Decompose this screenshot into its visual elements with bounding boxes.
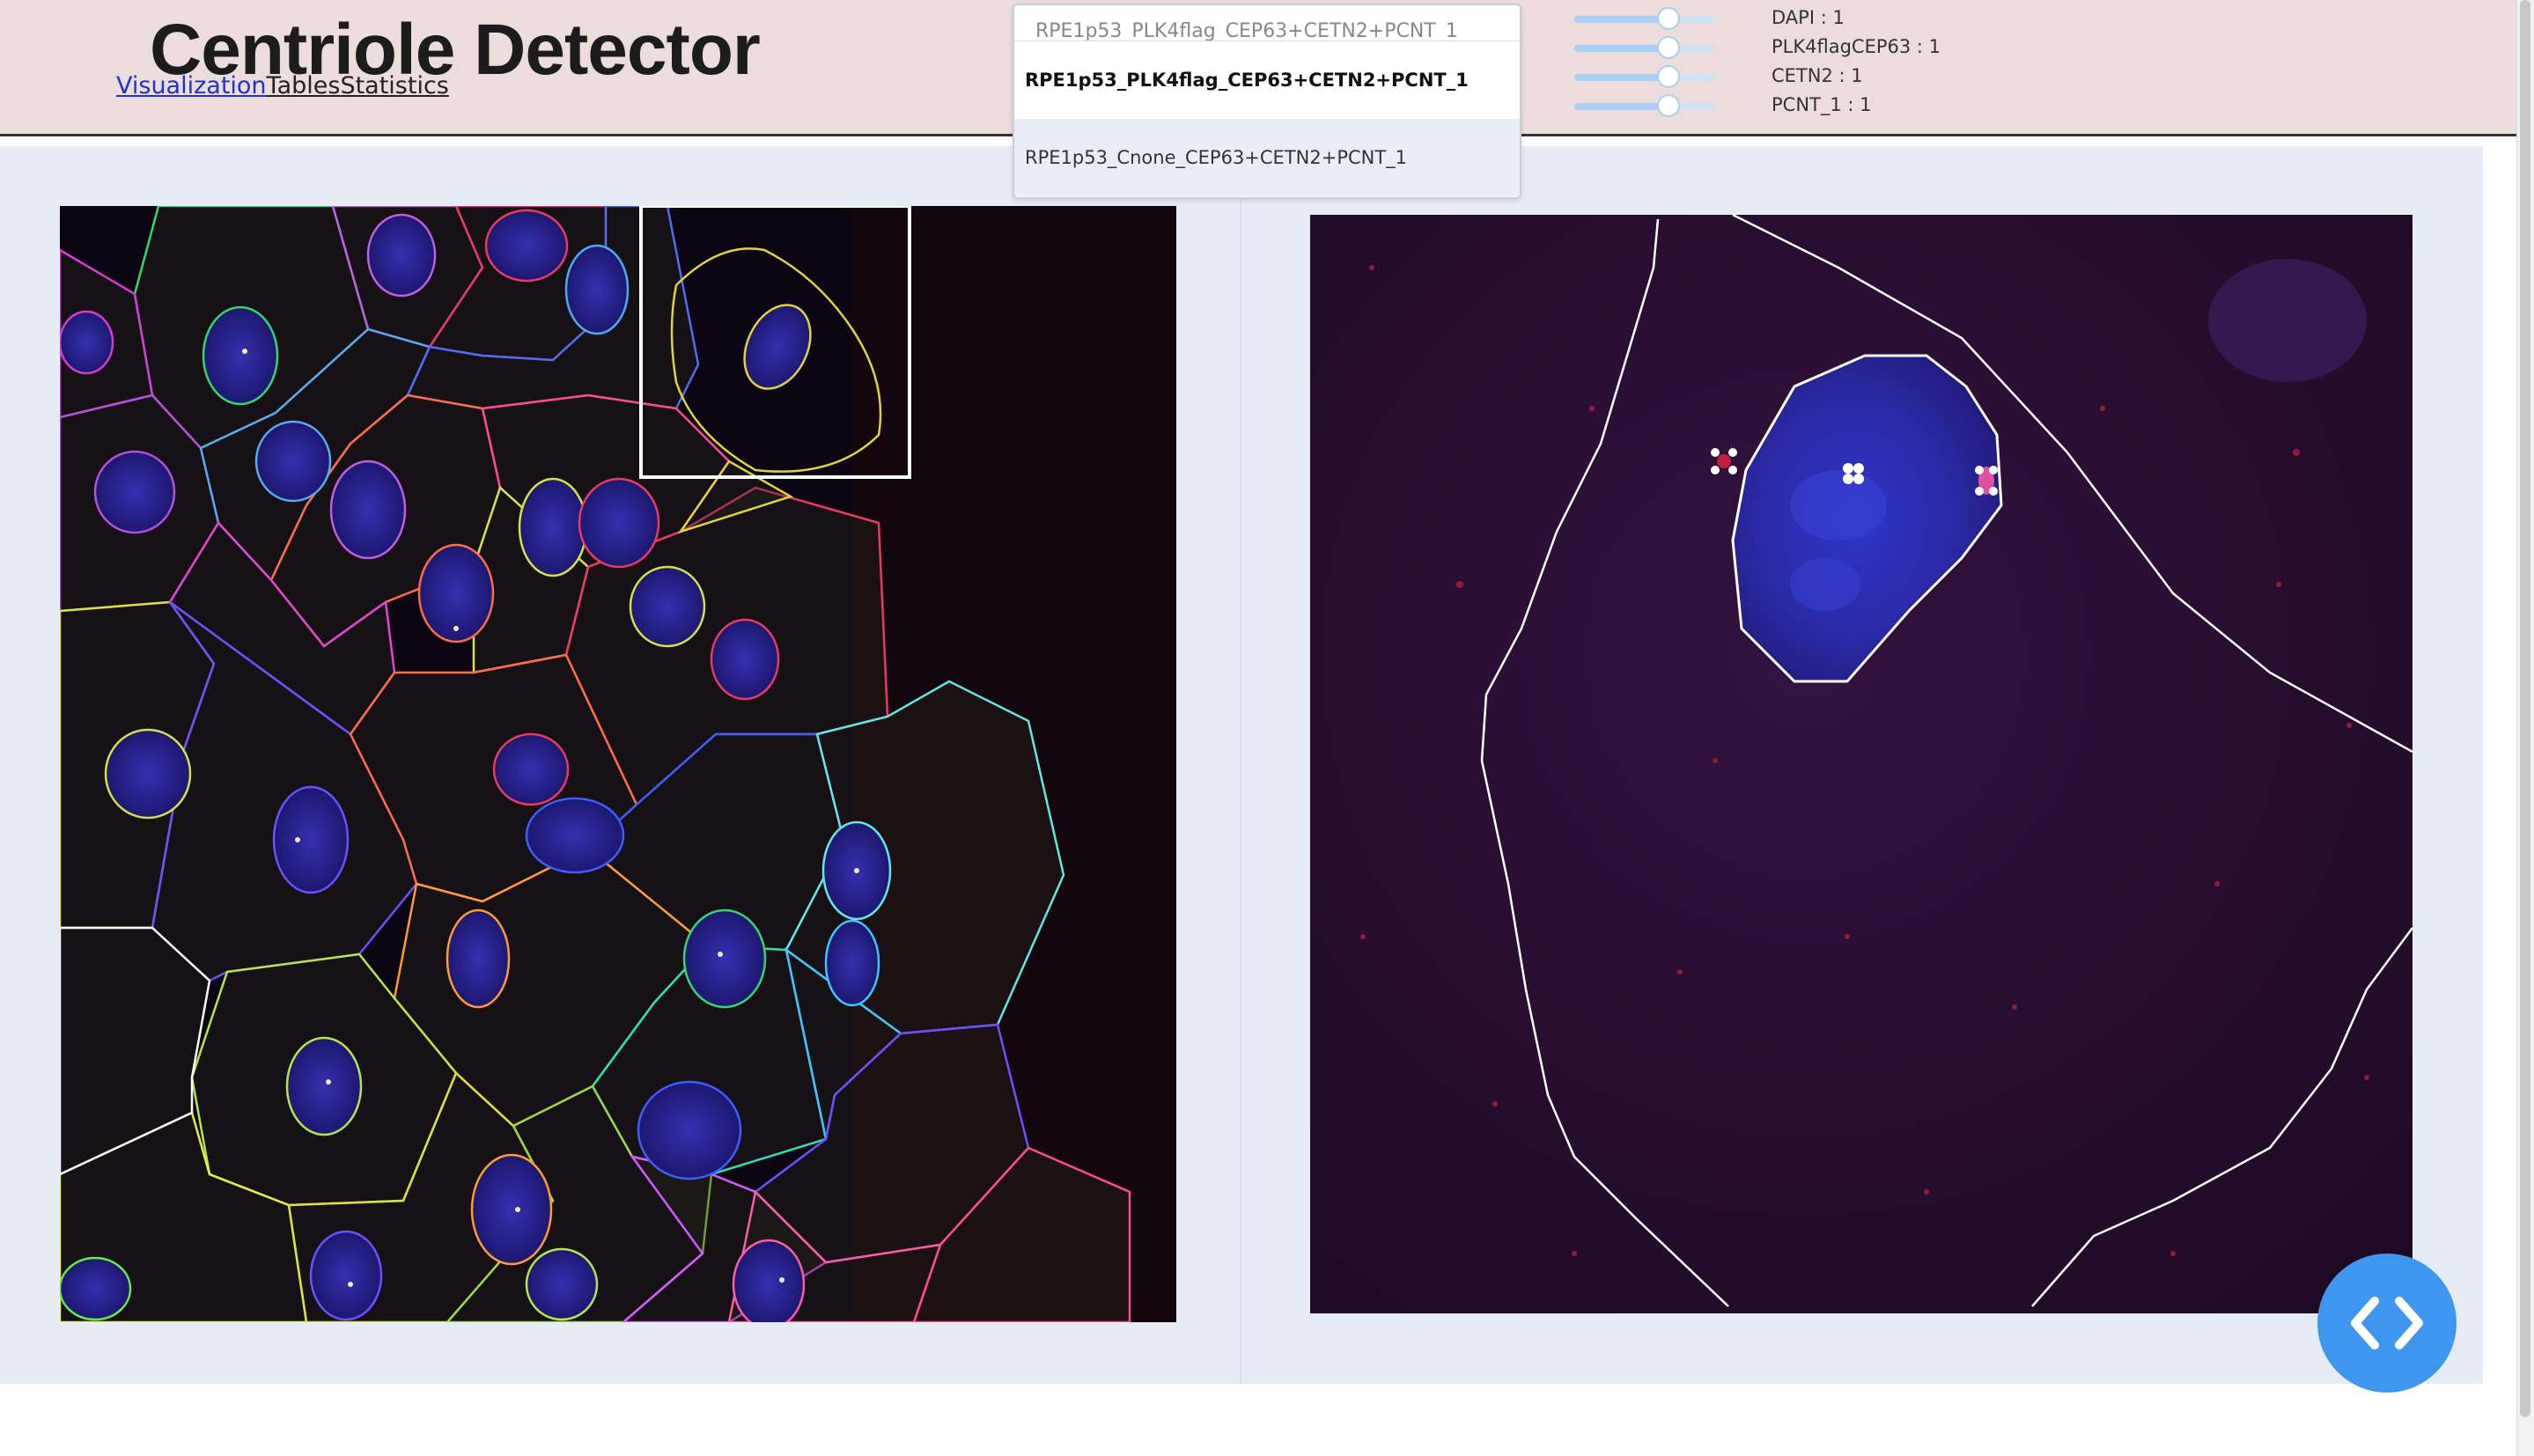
cell-detail-svg xyxy=(1310,215,2412,1313)
slider-fill xyxy=(1574,16,1669,23)
dataset-option[interactable]: RPE1p53_Cnone_CEP63+CETN2+PCNT_1 xyxy=(1014,119,1520,196)
slider-thumb[interactable] xyxy=(1657,94,1680,117)
channel-slider-dapi[interactable] xyxy=(1574,7,1715,32)
slider-fill xyxy=(1574,45,1669,52)
nav-visualization[interactable]: Visualization xyxy=(116,72,267,99)
slider-thumb[interactable] xyxy=(1657,65,1680,88)
code-chevrons-icon xyxy=(2351,1297,2423,1349)
slider-fill xyxy=(1574,74,1669,81)
channel-slider-plk4flagcep63[interactable] xyxy=(1574,36,1715,61)
code-toggle-button[interactable] xyxy=(2317,1254,2457,1393)
channel-label-plk4flagcep63: PLK4flagCEP63 : 1 xyxy=(1772,36,1941,57)
overview-segmentation-svg xyxy=(60,206,1176,1322)
viewer-panel xyxy=(0,146,2483,1384)
panel-divider xyxy=(1240,146,1241,1384)
channel-slider-cetn2[interactable] xyxy=(1574,65,1715,90)
slider-thumb[interactable] xyxy=(1657,36,1680,59)
channel-label-cetn2: CETN2 : 1 xyxy=(1772,65,1863,86)
channel-label-dapi: DAPI : 1 xyxy=(1772,7,1845,28)
cell-detail-image[interactable] xyxy=(1310,215,2412,1313)
channel-slider-pcnt1[interactable] xyxy=(1574,94,1715,119)
nav-statistics[interactable]: Statistics xyxy=(340,72,449,99)
nav-tables[interactable]: Tables xyxy=(266,72,341,99)
dataset-search-input[interactable]: RPE1p53_PLK4flag_CEP63+CETN2+PCNT_1 xyxy=(1014,5,1520,41)
app-title: Centriole Detector xyxy=(150,10,761,90)
slider-fill xyxy=(1574,103,1669,110)
page-scrollbar-thumb[interactable] xyxy=(2520,0,2530,1417)
slider-thumb[interactable] xyxy=(1657,7,1680,30)
dataset-option[interactable]: RPE1p53_PLK4flag_CEP63+CETN2+PCNT_1 xyxy=(1014,41,1520,119)
overview-image[interactable] xyxy=(60,206,1176,1322)
nav-bar: VisualizationTablesStatistics xyxy=(116,72,449,99)
selected-region-box[interactable] xyxy=(639,206,911,479)
channel-label-pcnt1: PCNT_1 : 1 xyxy=(1772,94,1872,115)
dataset-dropdown[interactable]: RPE1p53_PLK4flag_CEP63+CETN2+PCNT_1 RPE1… xyxy=(1013,4,1521,199)
centriole-markers[interactable] xyxy=(1711,448,1998,496)
